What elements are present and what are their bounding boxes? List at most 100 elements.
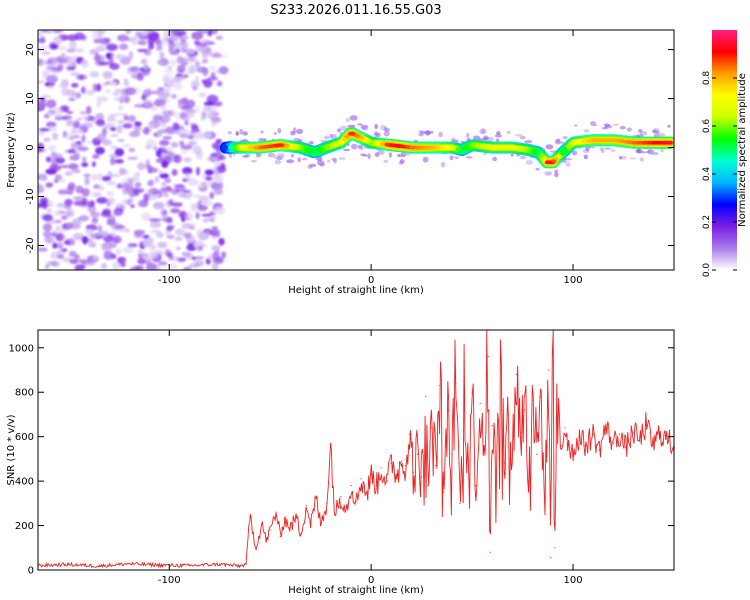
trace-peak: [611, 138, 618, 142]
noise-blob: [79, 116, 89, 120]
noise-blob: [122, 199, 129, 204]
trace-peak: [571, 140, 577, 145]
noise-blob: [191, 125, 199, 134]
trace-halo: [545, 144, 554, 150]
trace-peak: [278, 143, 284, 147]
noise-blob: [185, 173, 191, 182]
noise-blob: [177, 64, 186, 74]
noise-blob: [211, 142, 220, 149]
snr-point: [598, 449, 600, 451]
noise-blob: [161, 160, 169, 168]
noise-blob: [214, 167, 219, 176]
noise-blob: [38, 184, 45, 193]
noise-blob: [112, 112, 124, 117]
noise-blob: [170, 208, 181, 214]
trace-peak: [445, 146, 451, 150]
noise-blob: [188, 64, 197, 74]
trace-halo: [660, 147, 664, 153]
noise-blob: [108, 81, 118, 86]
noise-blob: [178, 210, 188, 219]
trace-halo: [378, 149, 385, 155]
trace-peak: [288, 144, 294, 148]
noise-blob: [85, 229, 94, 234]
trace-peak: [621, 140, 628, 144]
noise-blob: [183, 157, 192, 163]
noise-blob: [70, 72, 81, 76]
spectrogram-frame: [37, 29, 675, 271]
spectrogram-y-label: Frequency (Hz): [6, 112, 17, 188]
noise-blob: [142, 99, 153, 107]
noise-blob: [194, 132, 207, 140]
trace-halo: [374, 123, 379, 130]
snr-point: [408, 433, 411, 435]
noise-blob: [57, 58, 69, 64]
noise-blob: [171, 169, 178, 176]
noise-blob: [75, 141, 82, 145]
noise-blob: [64, 198, 73, 206]
trace-peak: [293, 145, 299, 149]
snr-point: [584, 445, 586, 447]
trace-halo: [647, 149, 652, 154]
snr-point: [479, 402, 481, 404]
snr-point: [455, 382, 457, 384]
trace-halo: [273, 154, 277, 159]
noise-blob: [179, 133, 190, 139]
trace-halo: [375, 132, 380, 138]
noise-blob: [174, 237, 183, 241]
spectrogram-x-axis: -100 0 100: [158, 30, 583, 286]
noise-blob: [165, 126, 177, 135]
noise-blob: [147, 32, 160, 41]
noise-blob: [198, 92, 207, 98]
snr-point: [386, 480, 388, 482]
snr-point: [425, 396, 427, 398]
trace-halo: [520, 135, 526, 140]
noise-blob: [110, 134, 119, 137]
noise-blob: [204, 169, 214, 176]
trace-peak: [662, 141, 668, 145]
trace-peak: [642, 141, 648, 145]
noise-blob: [91, 255, 100, 260]
trace-peak: [273, 144, 279, 148]
noise-blob: [187, 178, 199, 186]
snr-point: [269, 529, 271, 531]
noise-blob: [184, 48, 195, 55]
snr-point: [98, 565, 100, 567]
noise-blob: [160, 208, 168, 218]
noise-blob: [66, 222, 74, 229]
noise-blob: [93, 184, 100, 189]
trace-halo: [339, 125, 348, 131]
noise-blob: [159, 115, 171, 123]
trace-halo: [451, 137, 456, 143]
trace-halo: [574, 124, 578, 127]
noise-blob: [91, 33, 102, 40]
noise-blob: [165, 151, 175, 156]
noise-blob: [81, 134, 86, 143]
noise-blob: [88, 241, 96, 247]
snr-point: [467, 458, 469, 460]
trace-halo: [651, 152, 659, 156]
trace-halo: [383, 130, 390, 137]
noise-blob: [119, 56, 131, 65]
trace-halo: [367, 153, 371, 160]
snr-point: [451, 453, 453, 455]
noise-blob: [108, 241, 117, 249]
noise-blob: [38, 58, 44, 66]
noise-blob: [168, 262, 178, 270]
noise-blob: [38, 46, 48, 50]
noise-blob: [95, 45, 106, 52]
trace-halo: [525, 159, 534, 165]
noise-blob: [147, 252, 158, 259]
trace-peak: [364, 139, 370, 143]
noise-blob: [45, 182, 54, 188]
noise-blob: [153, 131, 162, 138]
snr-point: [475, 485, 477, 487]
y-tick-label: 0: [25, 144, 36, 150]
noise-blob: [164, 87, 172, 93]
noise-blob: [52, 151, 58, 159]
noise-blob: [172, 42, 182, 49]
noise-blob: [193, 40, 201, 46]
noise-blob: [129, 130, 141, 138]
trace-halo: [323, 135, 330, 140]
snr-point: [316, 498, 318, 500]
noise-blob: [175, 228, 185, 236]
